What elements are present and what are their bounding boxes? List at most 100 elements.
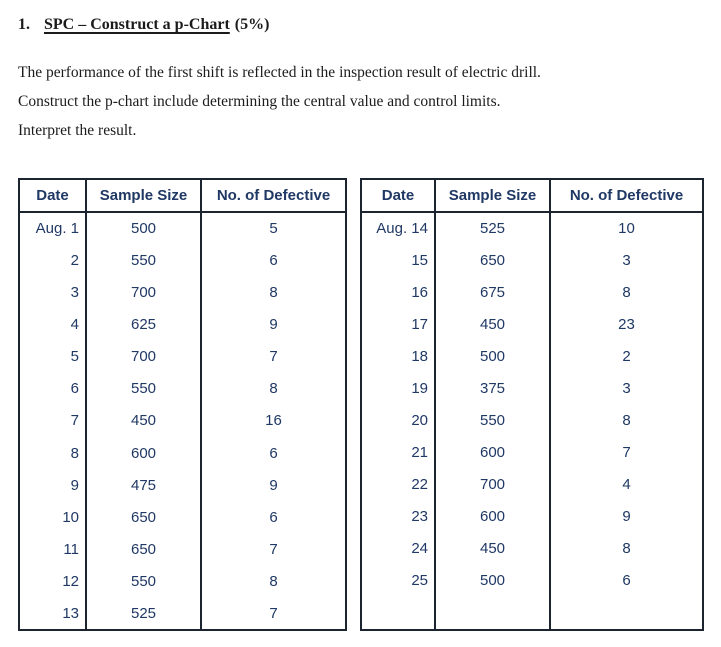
table-row: 18 500 2 — [360, 340, 704, 372]
table-cell: 6 — [200, 501, 347, 534]
intro-paragraph: The performance of the first shift is re… — [18, 58, 541, 145]
intro-line: The performance of the first shift is re… — [18, 64, 541, 81]
table-row: 21 600 7 — [360, 436, 704, 468]
table-cell: 3 — [549, 244, 704, 276]
table-cell: 6 — [200, 436, 347, 470]
table-row: 6 550 8 — [18, 372, 347, 405]
table-cell: 24 — [360, 532, 436, 564]
table-cell: 18 — [360, 340, 436, 372]
table-cell: 7 — [549, 436, 704, 468]
table-cell: 700 — [434, 468, 551, 500]
table-cell: 17 — [360, 308, 436, 340]
empty-cell — [434, 596, 551, 630]
table-cell: 9 — [549, 500, 704, 532]
table-cell: 475 — [85, 469, 202, 502]
table-row: 11 650 7 — [18, 533, 347, 566]
empty-cell — [360, 596, 436, 630]
table-cell: 450 — [434, 308, 551, 340]
column-header: Date — [18, 179, 87, 213]
table-cell: 16 — [360, 276, 436, 308]
table-cell: 550 — [85, 244, 202, 277]
table-row: Aug. 14 525 10 — [360, 212, 704, 244]
table-cell: 2 — [549, 340, 704, 372]
question-heading: 1. SPC – Construct a p-Chart (5%) — [18, 16, 269, 34]
table-cell: 8 — [200, 565, 347, 598]
table-row: 25 500 6 — [360, 564, 704, 596]
table-cell: 8 — [18, 436, 87, 470]
table-row: 3 700 8 — [18, 276, 347, 309]
table-cell: 450 — [434, 532, 551, 564]
table-header-row: Date Sample Size No. of Defective — [360, 179, 704, 213]
table-cell: 8 — [549, 276, 704, 308]
table-cell: 4 — [549, 468, 704, 500]
table-cell: 10 — [549, 212, 704, 244]
table-cell: 15 — [360, 244, 436, 276]
table-row: 22 700 4 — [360, 468, 704, 500]
table-header-row: Date Sample Size No. of Defective — [18, 179, 347, 213]
table-cell: 600 — [85, 436, 202, 470]
table-cell: Aug. 1 — [18, 212, 87, 245]
inspection-tables-container: Date Sample Size No. of Defective Aug. 1 500… — [18, 178, 704, 631]
table-cell: 8 — [549, 404, 704, 436]
intro-line: Interpret the result. — [18, 122, 137, 139]
table-cell: 675 — [434, 276, 551, 308]
table-cell: 8 — [549, 532, 704, 564]
table-cell: 8 — [200, 276, 347, 309]
table-row: 2 550 6 — [18, 244, 347, 277]
table-cell: 3 — [18, 276, 87, 309]
table-row: 4 625 9 — [18, 308, 347, 341]
table-cell: 7 — [18, 404, 87, 437]
table-cell: 600 — [434, 500, 551, 532]
table-cell: 450 — [85, 404, 202, 437]
table-cell: 500 — [434, 564, 551, 596]
inspection-table-aug14-25: Date Sample Size No. of Defective Aug. 14 52… — [360, 178, 704, 631]
column-header: Sample Size — [434, 179, 551, 213]
table-cell: 13 — [18, 597, 87, 630]
table-cell: 7 — [200, 597, 347, 630]
inspection-table-aug1-13: Date Sample Size No. of Defective Aug. 1 500… — [18, 178, 347, 631]
table-cell: 650 — [85, 501, 202, 534]
table-cell: 4 — [18, 308, 87, 341]
table-cell: 19 — [360, 372, 436, 404]
empty-filler-row — [360, 596, 704, 630]
table-cell: 700 — [85, 276, 202, 309]
table-cell: 12 — [18, 565, 87, 598]
table-cell: 9 — [200, 308, 347, 341]
table-row: 12 550 8 — [18, 565, 347, 598]
table-cell: 550 — [434, 404, 551, 436]
table-cell: 20 — [360, 404, 436, 436]
table-cell: Aug. 14 — [360, 212, 436, 244]
question-weight: (5%) — [234, 16, 270, 33]
column-header: No. of Defective — [200, 179, 347, 213]
table-cell: 550 — [85, 565, 202, 598]
table-cell: 8 — [200, 372, 347, 405]
table-cell: 5 — [18, 340, 87, 373]
table-row: 19 375 3 — [360, 372, 704, 404]
table-cell: 5 — [200, 212, 347, 245]
table-cell: 700 — [85, 340, 202, 373]
intro-line: Construct the p-chart include determinin… — [18, 93, 501, 110]
table-cell: 650 — [434, 244, 551, 276]
table-cell: 3 — [549, 372, 704, 404]
table-cell: 625 — [85, 308, 202, 341]
table-cell: 6 — [549, 564, 704, 596]
empty-cell — [549, 596, 704, 630]
column-header: Sample Size — [85, 179, 202, 213]
table-cell: 10 — [18, 501, 87, 534]
table-cell: 23 — [360, 500, 436, 532]
table-row: Aug. 1 500 5 — [18, 212, 347, 245]
question-number: 1. — [18, 16, 30, 33]
question-title: SPC – Construct a p-Chart — [44, 16, 230, 33]
table-cell: 7 — [200, 533, 347, 566]
table-row: 17 450 23 — [360, 308, 704, 340]
table-cell: 525 — [434, 212, 551, 244]
table-row: 5 700 7 — [18, 340, 347, 373]
table-cell: 650 — [85, 533, 202, 566]
table-cell: 21 — [360, 436, 436, 468]
table-cell: 6 — [200, 244, 347, 277]
table-cell: 2 — [18, 244, 87, 277]
table-row: 9 475 9 — [18, 469, 347, 502]
table-row: 20 550 8 — [360, 404, 704, 436]
table-cell: 9 — [18, 469, 87, 502]
